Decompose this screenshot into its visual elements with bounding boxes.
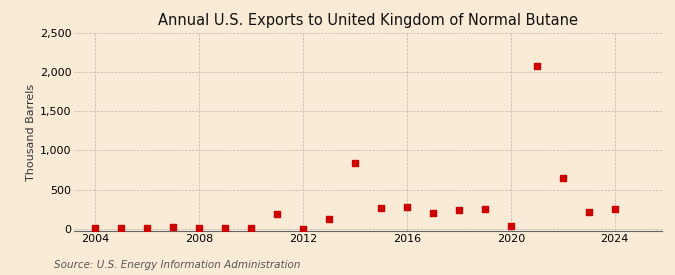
Point bbox=[610, 207, 620, 212]
Point bbox=[479, 207, 490, 212]
Title: Annual U.S. Exports to United Kingdom of Normal Butane: Annual U.S. Exports to United Kingdom of… bbox=[158, 13, 578, 28]
Text: Source: U.S. Energy Information Administration: Source: U.S. Energy Information Administ… bbox=[54, 260, 300, 270]
Point bbox=[271, 212, 282, 216]
Point bbox=[350, 161, 360, 165]
Y-axis label: Thousand Barrels: Thousand Barrels bbox=[26, 83, 36, 181]
Point bbox=[167, 225, 178, 230]
Point bbox=[142, 226, 153, 230]
Point bbox=[90, 226, 101, 230]
Point bbox=[506, 224, 516, 229]
Point bbox=[246, 226, 256, 230]
Point bbox=[583, 210, 594, 214]
Point bbox=[531, 64, 542, 68]
Point bbox=[219, 226, 230, 230]
Point bbox=[115, 226, 126, 230]
Point bbox=[427, 211, 438, 216]
Point bbox=[323, 217, 334, 221]
Point bbox=[402, 205, 412, 209]
Point bbox=[298, 226, 308, 231]
Point bbox=[454, 208, 464, 213]
Point bbox=[558, 175, 568, 180]
Point bbox=[194, 226, 205, 230]
Point bbox=[375, 206, 386, 210]
